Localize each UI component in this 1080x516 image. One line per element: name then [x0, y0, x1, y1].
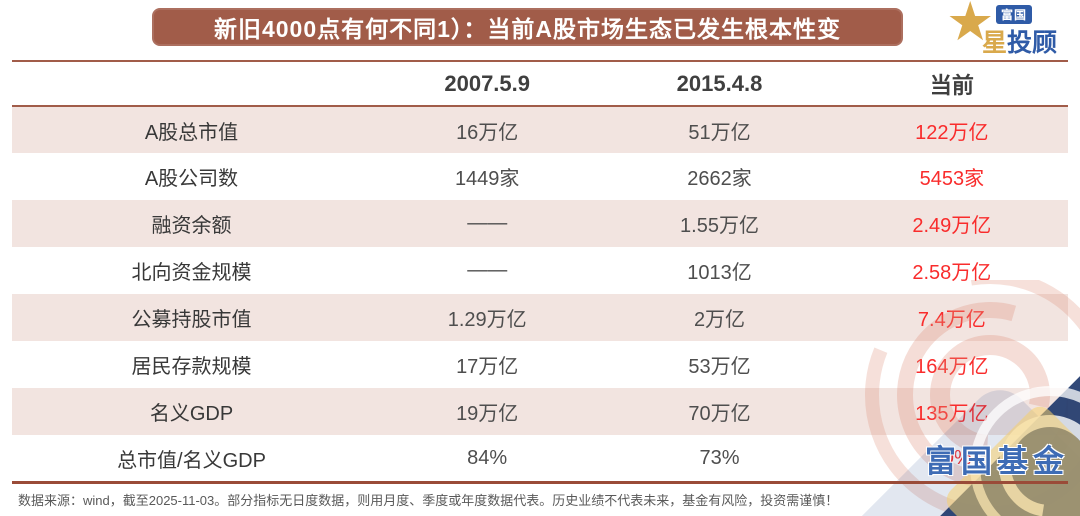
cell-2007: 17万亿: [456, 356, 519, 378]
col-header-current: 当前: [929, 72, 974, 98]
cell-current: 7.4万亿: [917, 309, 986, 331]
cell-2007: 84%: [467, 447, 508, 469]
page-title: 新旧4000点有何不同1）：当前A股市场生态已发生根本性变: [213, 16, 842, 42]
cell-2015: 73%: [699, 447, 740, 469]
table-row: 总市值/名义GDP 84% 73% 90%: [12, 435, 1068, 482]
cell-2015: 2万亿: [693, 309, 746, 331]
cell-current: 164万亿: [915, 356, 989, 378]
logo-rest-text: 投顾: [1007, 29, 1058, 57]
row-label: 公募持股市值: [131, 309, 252, 331]
table-row: 居民存款规模 17万亿 53万亿 164万亿: [12, 341, 1068, 388]
cell-current: 135万亿: [915, 403, 989, 425]
logo-badge: 富国: [996, 5, 1033, 24]
star-icon: ★: [946, 0, 995, 52]
cell-current: 2.58万亿: [912, 262, 992, 284]
table-row: 名义GDP 19万亿 70万亿 135万亿: [12, 388, 1068, 435]
cell-2015: 51万亿: [688, 121, 751, 144]
row-label: A股总市值: [144, 121, 239, 144]
row-label: 名义GDP: [149, 403, 234, 425]
table-bottom-border: [12, 481, 1068, 484]
table-row: 融资余额 —— 1.55万亿 2.49万亿: [12, 200, 1068, 247]
cell-2007: 19万亿: [456, 403, 519, 425]
table-row: A股公司数 1449家 2662家 5453家: [12, 153, 1068, 200]
cell-2015: 53万亿: [688, 356, 751, 378]
cell-2015: 70万亿: [688, 403, 751, 425]
row-label: 融资余额: [151, 215, 232, 237]
cell-2015: 2662家: [687, 168, 752, 190]
disclaimer: 数据来源：wind，截至2025-11-03。部分指标无日度数据，则用月度、季度…: [18, 493, 839, 508]
logo-wordmark: 星投顾: [982, 23, 1057, 59]
cell-2007: 16万亿: [456, 121, 519, 144]
cell-2007: 1449家: [454, 168, 520, 190]
cell-current: 5453家: [919, 168, 985, 190]
cell-2007: ——: [467, 212, 508, 234]
row-label: 居民存款规模: [131, 356, 252, 378]
row-label: 北向资金规模: [131, 262, 252, 284]
col-header-2015: 2015.4.8: [676, 70, 763, 96]
title-banner: 新旧4000点有何不同1）：当前A股市场生态已发生根本性变: [152, 8, 903, 46]
logo-star-char: 星: [982, 29, 1008, 57]
cell-current: 122万亿: [915, 121, 989, 144]
cell-2007: 1.29万亿: [447, 309, 527, 331]
table-header-row: 2007.5.9 2015.4.8 当前: [12, 61, 1068, 106]
cell-current: 2.49万亿: [912, 215, 992, 237]
comparison-table: 2007.5.9 2015.4.8 当前 A股总市值 16万亿 51万亿 122…: [12, 60, 1068, 482]
cell-2007: ——: [467, 259, 508, 281]
cell-current: 90%: [931, 447, 972, 469]
cell-2015: 1013亿: [687, 262, 752, 284]
table-row: A股总市值 16万亿 51万亿 122万亿: [12, 106, 1068, 153]
col-header-2007: 2007.5.9: [444, 70, 530, 96]
row-label: A股公司数: [144, 168, 239, 190]
table-row: 北向资金规模 —— 1013亿 2.58万亿: [12, 247, 1068, 294]
brand-logo: ★ 富国 星投顾: [946, 0, 1072, 59]
cell-2015: 1.55万亿: [680, 215, 759, 237]
table-row: 公募持股市值 1.29万亿 2万亿 7.4万亿: [12, 294, 1068, 341]
col-header-metric: [12, 61, 371, 106]
row-label: 总市值/名义GDP: [117, 450, 266, 472]
